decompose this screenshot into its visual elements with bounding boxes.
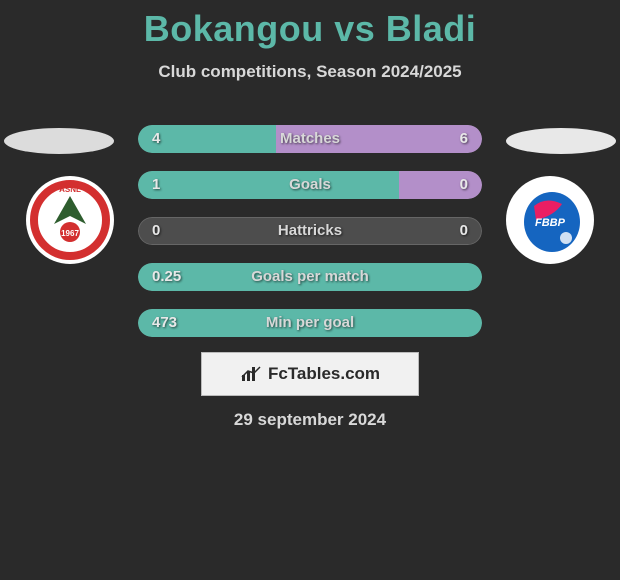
date-label: 29 september 2024: [0, 410, 620, 430]
decor-oval-left: [4, 128, 114, 154]
stat-label: Hattricks: [138, 217, 482, 245]
stat-row-goals-per-match: 0.25 Goals per match: [138, 263, 482, 291]
brand-text: FcTables.com: [268, 364, 380, 384]
team-badge-right: FBBP: [506, 176, 594, 264]
stat-label: Matches: [138, 125, 482, 153]
decor-oval-right: [506, 128, 616, 154]
stat-label: Goals per match: [138, 263, 482, 291]
fbbp-logo-icon: FBBP: [506, 176, 594, 264]
stat-row-goals: 1 Goals 0: [138, 171, 482, 199]
stat-value-right: 0: [460, 171, 468, 199]
stat-value-right: 6: [460, 125, 468, 153]
svg-text:FBBP: FBBP: [535, 217, 566, 229]
chart-icon: [240, 365, 262, 383]
stat-row-matches: 4 Matches 6: [138, 125, 482, 153]
svg-text:1967: 1967: [61, 229, 79, 238]
stat-row-min-per-goal: 473 Min per goal: [138, 309, 482, 337]
stat-row-hattricks: 0 Hattricks 0: [138, 217, 482, 245]
svg-text:ASNL: ASNL: [59, 185, 81, 194]
page-subtitle: Club competitions, Season 2024/2025: [0, 62, 620, 82]
stats-container: 4 Matches 6 1 Goals 0 0 Hattricks 0 0.25…: [138, 125, 482, 355]
stat-label: Goals: [138, 171, 482, 199]
stat-label: Min per goal: [138, 309, 482, 337]
brand-box[interactable]: FcTables.com: [201, 352, 419, 396]
stat-value-right: 0: [460, 217, 468, 245]
asnl-logo-icon: 1967 ASNL: [26, 176, 114, 264]
team-badge-left: 1967 ASNL: [26, 176, 114, 264]
page-title: Bokangou vs Bladi: [0, 0, 620, 50]
